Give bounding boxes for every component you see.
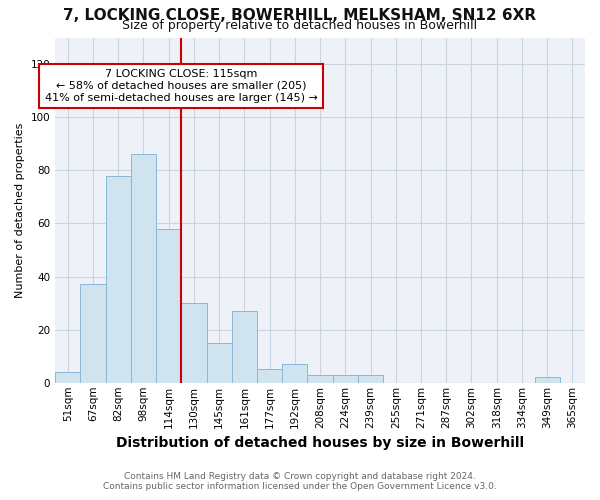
Text: Contains HM Land Registry data © Crown copyright and database right 2024.
Contai: Contains HM Land Registry data © Crown c… xyxy=(103,472,497,491)
Bar xyxy=(106,176,131,383)
Bar xyxy=(131,154,156,383)
Y-axis label: Number of detached properties: Number of detached properties xyxy=(15,122,25,298)
Text: 7 LOCKING CLOSE: 115sqm
← 58% of detached houses are smaller (205)
41% of semi-d: 7 LOCKING CLOSE: 115sqm ← 58% of detache… xyxy=(45,70,318,102)
Bar xyxy=(232,311,257,383)
Bar xyxy=(257,370,282,383)
Bar xyxy=(206,343,232,383)
Text: Size of property relative to detached houses in Bowerhill: Size of property relative to detached ho… xyxy=(122,19,478,32)
Bar xyxy=(55,372,80,383)
Text: 7, LOCKING CLOSE, BOWERHILL, MELKSHAM, SN12 6XR: 7, LOCKING CLOSE, BOWERHILL, MELKSHAM, S… xyxy=(64,8,536,22)
Bar xyxy=(282,364,307,383)
Bar xyxy=(307,375,332,383)
Bar xyxy=(156,228,181,383)
Bar xyxy=(80,284,106,383)
Bar xyxy=(358,375,383,383)
Bar xyxy=(181,303,206,383)
Bar xyxy=(332,375,358,383)
Bar xyxy=(535,378,560,383)
X-axis label: Distribution of detached houses by size in Bowerhill: Distribution of detached houses by size … xyxy=(116,436,524,450)
